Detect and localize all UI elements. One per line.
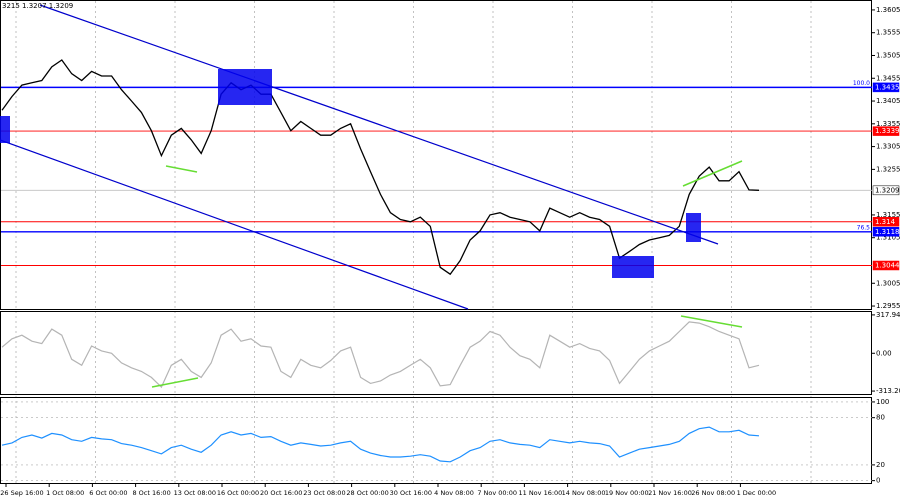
x-tick-label: 28 Oct 00:00 <box>346 489 388 497</box>
level-label-box <box>872 126 900 136</box>
x-tick-label: 23 Oct 08:00 <box>303 489 345 497</box>
y-tick-label: 0 <box>876 477 880 485</box>
level-label-box <box>872 260 900 271</box>
y-tick-label: 1.3405 <box>876 97 900 105</box>
y-tick-label: 1.3455 <box>876 74 900 82</box>
y-tick-label: 1.3305 <box>876 143 900 151</box>
y-tick-label: 100 <box>876 398 889 406</box>
chart-title: 3215 1.3207 1.3209 <box>2 2 73 10</box>
y-tick-label: 1.3605 <box>876 6 900 14</box>
level-label-box <box>872 82 900 93</box>
divergence-line <box>680 315 743 328</box>
level-label: 1.3435 <box>875 83 900 91</box>
y-tick-label: 1.3505 <box>876 51 900 59</box>
y-tick-label: 1.3105 <box>876 234 900 242</box>
x-tick-label: 20 Oct 16:00 <box>260 489 302 497</box>
level-label: 1.314 <box>875 218 896 226</box>
y-tick-label: 1.3555 <box>876 29 900 37</box>
level-label-box <box>872 227 900 237</box>
y-tick-label: 1.3155 <box>876 211 900 219</box>
y-tick-label: 0.00 <box>876 349 892 357</box>
x-tick-label: 8 Oct 16:00 <box>132 489 170 497</box>
zone-box <box>218 69 272 105</box>
zone-box <box>612 256 654 278</box>
x-tick-label: 13 Oct 08:00 <box>174 489 216 497</box>
cci-panel <box>0 311 872 395</box>
x-tick-label: 11 Nov 16:00 <box>518 489 562 497</box>
x-tick-label: 6 Oct 00:00 <box>89 489 127 497</box>
zone-box <box>686 213 701 242</box>
rsi-panel <box>0 397 872 484</box>
x-tick-label: 7 Nov 00:00 <box>477 489 517 497</box>
divergence-line <box>682 160 743 187</box>
price-panel <box>0 0 872 310</box>
level-annotation: 76.5 <box>857 224 871 231</box>
y-tick-label: 1.2955 <box>876 302 900 310</box>
level-label: 1.3339 <box>875 127 900 135</box>
x-tick-label: 26 Sep 16:00 <box>0 489 43 497</box>
level-label: 1.3044 <box>875 261 900 269</box>
y-tick-label: -313.204 <box>876 387 900 395</box>
divergence-line <box>151 377 199 388</box>
divergence-line <box>165 165 198 173</box>
y-tick-label: 1.3355 <box>876 120 900 128</box>
level-label: 1.3118 <box>875 228 900 236</box>
zone-box <box>0 116 10 143</box>
y-tick-label: 20 <box>876 461 885 469</box>
level-label-box <box>872 185 900 196</box>
level-label-box <box>872 217 900 227</box>
x-tick-label: 19 Nov 00:00 <box>605 489 649 497</box>
x-tick-label: 1 Dec 00:00 <box>737 489 777 497</box>
x-tick-label: 14 Nov 08:00 <box>562 489 606 497</box>
y-tick-label: 1.3255 <box>876 165 900 173</box>
y-tick-label: 80 <box>876 414 885 422</box>
x-tick-label: 21 Nov 16:00 <box>648 489 692 497</box>
channel-upper <box>39 4 719 245</box>
channel-lower <box>0 139 469 310</box>
y-tick-label: 317.9471 <box>876 311 900 319</box>
time-grid <box>15 1 812 483</box>
x-tick-label: 16 Oct 00:00 <box>217 489 259 497</box>
x-tick-label: 30 Oct 16:00 <box>390 489 432 497</box>
x-tick-label: 4 Nov 08:00 <box>434 489 474 497</box>
series-line <box>1 426 760 463</box>
series-line <box>1 59 760 276</box>
level-label: 1.3209 <box>875 186 900 194</box>
level-annotation: 100.0 <box>853 80 870 87</box>
x-tick-label: 26 Nov 08:00 <box>691 489 735 497</box>
y-tick-label: 1.3005 <box>876 279 900 287</box>
series-line <box>1 321 760 389</box>
x-tick-label: 1 Oct 08:00 <box>46 489 84 497</box>
